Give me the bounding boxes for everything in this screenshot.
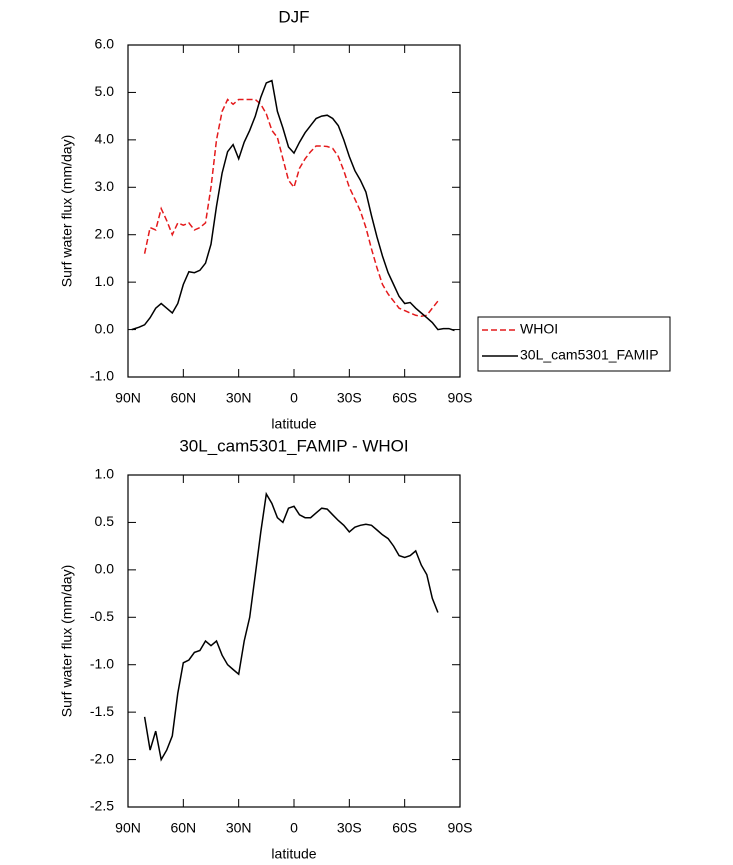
y-tick-label: -1.0 — [90, 368, 114, 384]
y-tick-label: -2.5 — [90, 798, 114, 814]
x-tick-label: 0 — [290, 820, 298, 836]
y-tick-label: 0.0 — [95, 561, 115, 577]
y-axis-label: Surf water flux (mm/day) — [59, 565, 75, 717]
plot-frame — [127, 474, 461, 808]
legend-label: 30L_cam5301_FAMIP — [520, 347, 659, 363]
legend-label: WHOI — [520, 321, 558, 337]
chart-title: 30L_cam5301_FAMIP - WHOI — [179, 436, 408, 455]
y-tick-label: -2.0 — [90, 750, 114, 766]
y-tick-label: 4.0 — [95, 131, 115, 147]
x-tick-label: 30N — [226, 390, 252, 406]
y-tick-label: 2.0 — [95, 225, 115, 241]
plot-frame — [127, 44, 461, 378]
chart-title: DJF — [278, 7, 309, 26]
y-tick-label: 0.5 — [95, 513, 115, 529]
x-tick-label: 90N — [115, 820, 141, 836]
x-axis-label: latitude — [271, 416, 316, 432]
y-tick-label: 1.0 — [95, 273, 115, 289]
y-tick-label: -1.0 — [90, 655, 114, 671]
x-tick-label: 90S — [448, 820, 473, 836]
y-tick-label: 1.0 — [95, 466, 115, 482]
x-tick-label: 90S — [448, 390, 473, 406]
x-tick-label: 0 — [290, 390, 298, 406]
y-tick-label: 0.0 — [95, 320, 115, 336]
data-line — [131, 79, 455, 332]
x-tick-label: 30S — [337, 820, 362, 836]
x-tick-label: 60N — [170, 390, 196, 406]
y-tick-label: 3.0 — [95, 178, 115, 194]
data-line — [143, 98, 439, 318]
data-line — [143, 491, 439, 762]
y-tick-label: 5.0 — [95, 83, 115, 99]
x-tick-label: 30N — [226, 820, 252, 836]
x-axis-label: latitude — [271, 846, 316, 862]
x-tick-label: 60N — [170, 820, 196, 836]
y-axis-label: Surf water flux (mm/day) — [59, 135, 75, 287]
y-tick-label: 6.0 — [95, 36, 115, 52]
legend-box — [477, 316, 671, 372]
x-tick-label: 60S — [392, 390, 417, 406]
x-tick-label: 60S — [392, 820, 417, 836]
y-tick-label: -1.5 — [90, 703, 114, 719]
x-tick-label: 30S — [337, 390, 362, 406]
y-tick-label: -0.5 — [90, 608, 114, 624]
x-tick-label: 90N — [115, 390, 141, 406]
